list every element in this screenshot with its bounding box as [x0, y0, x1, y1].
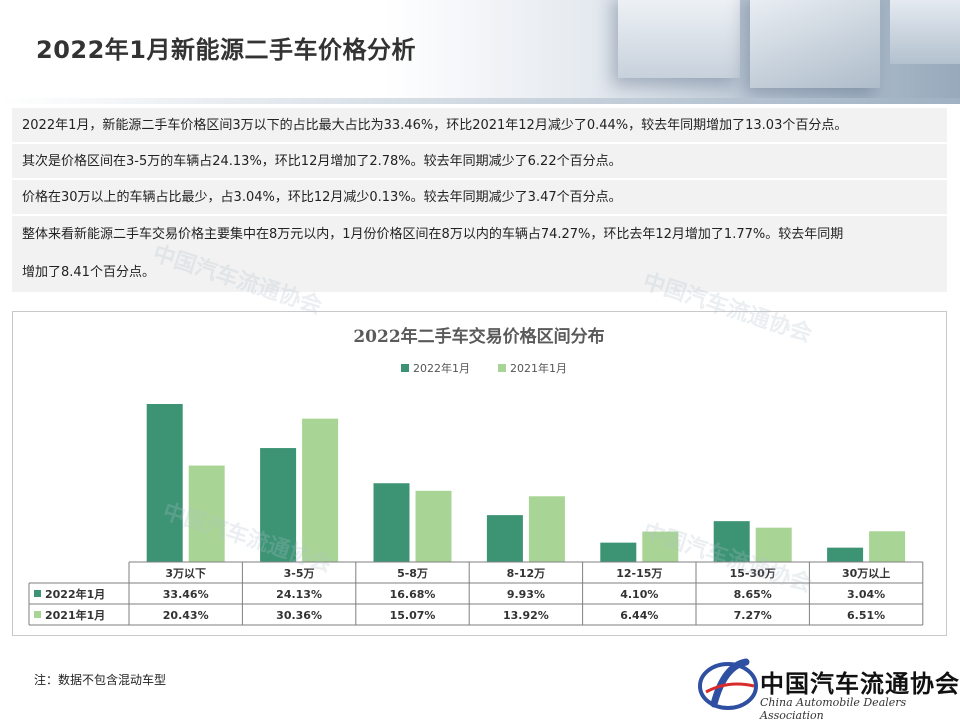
- association-logo: [698, 658, 758, 710]
- summary-line-wrapped: 整体来看新能源二手车交易价格主要集中在8万元以内，1月份价格区间在8万以内的车辆…: [12, 216, 947, 294]
- chart-title: 2022年二手车交易价格区间分布: [353, 326, 604, 347]
- bar-1-2: [415, 490, 452, 562]
- data-label: 6.51%: [847, 609, 885, 622]
- data-label: 7.27%: [734, 609, 772, 622]
- bar-1-3: [528, 496, 565, 562]
- bar-1-5: [755, 527, 792, 562]
- bar-0-4: [600, 542, 637, 562]
- data-label: 20.43%: [163, 609, 209, 622]
- footnote: 注：数据不包含混动车型: [34, 673, 167, 687]
- category-label: 30万以上: [842, 566, 890, 580]
- data-label: 16.68%: [390, 588, 436, 601]
- summary-line: 增加了8.41个百分点。: [22, 265, 155, 280]
- bar-0-5: [713, 521, 750, 562]
- category-label: 5-8万: [397, 567, 428, 580]
- bar-0-6: [827, 547, 864, 562]
- chart-container: 2022年二手车交易价格区间分布 2022年1月 2021年1月 3万以下 3-5万…: [12, 311, 947, 636]
- data-label: 4.10%: [620, 588, 658, 601]
- bar-1-0: [188, 465, 225, 562]
- chart-legend: 2022年1月 2021年1月: [401, 361, 567, 375]
- logo-accent-icon: [705, 682, 755, 694]
- legend-label-1: 2021年1月: [510, 361, 567, 375]
- data-label: 9.93%: [507, 588, 545, 601]
- bar-0-0: [146, 403, 183, 562]
- data-label: 24.13%: [276, 588, 322, 601]
- category-label: 12-15万: [616, 567, 662, 580]
- decor-cube: [890, 0, 960, 64]
- table-series-name: 2021年1月: [45, 608, 105, 622]
- category-label: 3万以下: [165, 567, 206, 580]
- summary-line: 整体来看新能源二手车交易价格主要集中在8万元以内，1月份价格区间在8万以内的车辆…: [22, 227, 844, 242]
- page-title: 2022年1月新能源二手车价格分析: [36, 36, 416, 64]
- table-series-swatch: [34, 590, 41, 597]
- data-label: 30.36%: [276, 609, 322, 622]
- category-label: 8-12万: [507, 567, 546, 580]
- data-label: 3.04%: [847, 588, 885, 601]
- bar-0-1: [260, 448, 297, 562]
- bar-1-6: [869, 531, 906, 562]
- data-table: 3万以下 3-5万 5-8万 8-12万 12-15万 15-30万 30万以上 2022年1…: [28, 561, 924, 626]
- category-label: 3-5万: [284, 567, 315, 580]
- bar-0-2: [373, 483, 410, 562]
- legend-swatch-0: [401, 364, 409, 372]
- summary-panel: 2022年1月，新能源二手车价格区间3万以下的占比最大占比为33.46%，环比2…: [12, 108, 947, 294]
- header-banner: [0, 0, 960, 104]
- bar-group: [146, 403, 906, 562]
- summary-line: 2022年1月，新能源二手车价格区间3万以下的占比最大占比为33.46%，环比2…: [12, 108, 947, 144]
- data-label: 33.46%: [163, 588, 209, 601]
- table-series-swatch: [34, 611, 41, 618]
- header-strip: [0, 98, 960, 104]
- legend-label-0: 2022年1月: [413, 361, 470, 375]
- summary-line: 其次是价格区间在3-5万的车辆占24.13%，环比12月增加了2.78%。较去年…: [12, 144, 947, 180]
- logo-subtitle: China Automobile Dealers Association: [760, 696, 907, 722]
- bar-0-3: [486, 515, 523, 562]
- logo-name: 中国汽车流通协会: [760, 669, 960, 698]
- summary-line: 价格在30万以上的车辆占比最少，占3.04%，环比12月减少0.13%。较去年同…: [12, 180, 947, 216]
- decor-cube: [618, 0, 740, 78]
- data-label: 13.92%: [503, 609, 549, 622]
- bar-chart: 2022年二手车交易价格区间分布 2022年1月 2021年1月 3万以下 3-5万…: [28, 326, 924, 626]
- data-label: 8.65%: [734, 588, 772, 601]
- data-label: 6.44%: [620, 609, 658, 622]
- data-label: 15.07%: [390, 609, 436, 622]
- decor-cube: [750, 0, 880, 88]
- logo-swoosh-icon: [710, 658, 750, 708]
- bar-1-1: [302, 418, 339, 562]
- table-series-name: 2022年1月: [45, 587, 105, 601]
- legend-swatch-1: [498, 364, 506, 372]
- category-label: 15-30万: [730, 567, 776, 580]
- bar-1-4: [642, 531, 679, 562]
- logo-ring-icon: [698, 662, 758, 710]
